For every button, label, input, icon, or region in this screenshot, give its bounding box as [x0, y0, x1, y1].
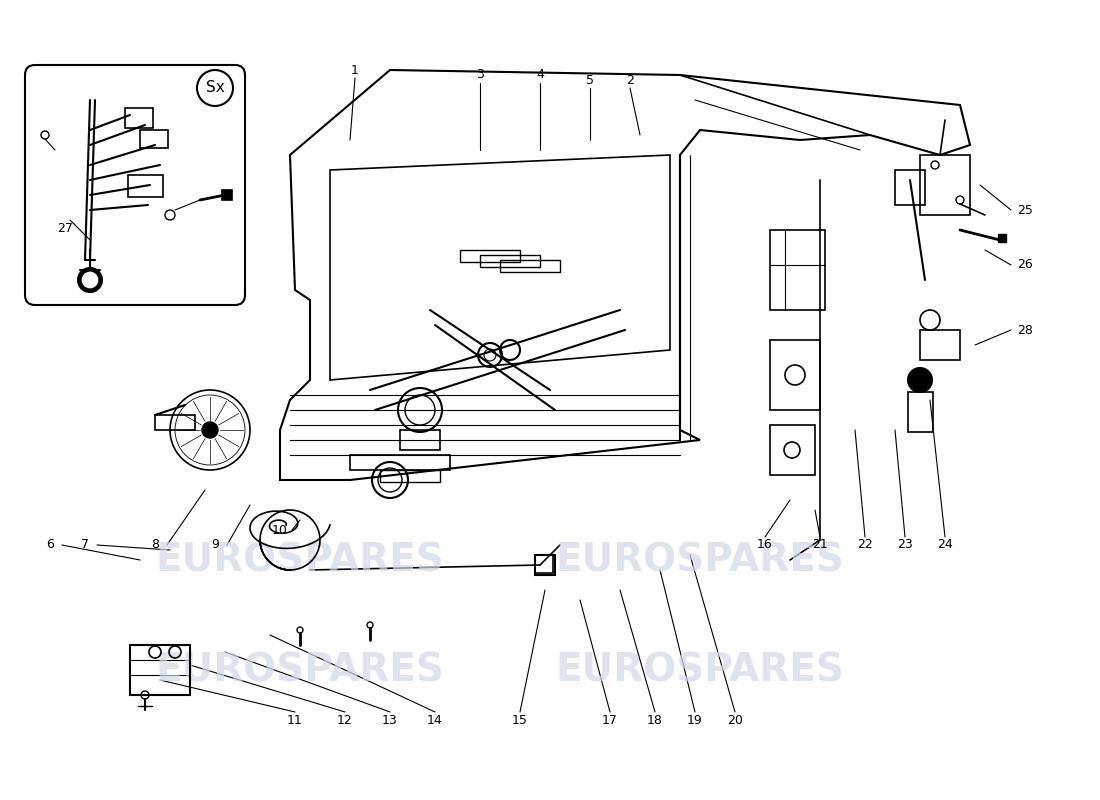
Text: 21: 21 [812, 538, 828, 551]
Bar [535, 555, 556, 575]
Bar [379, 470, 440, 482]
Text: 14: 14 [427, 714, 443, 726]
Bar [140, 130, 168, 148]
Circle shape [82, 272, 98, 288]
Text: 19: 19 [688, 714, 703, 726]
Bar [400, 430, 440, 450]
Text: 26: 26 [1018, 258, 1033, 271]
Bar [908, 392, 933, 432]
Bar [480, 255, 540, 267]
Bar [895, 170, 925, 205]
Text: 25: 25 [1018, 203, 1033, 217]
Bar [155, 415, 195, 430]
Text: 16: 16 [757, 538, 773, 551]
Text: 27: 27 [57, 222, 73, 234]
Text: 2: 2 [626, 74, 634, 86]
Text: Sx: Sx [206, 81, 224, 95]
Text: EUROSPARES: EUROSPARES [556, 651, 845, 689]
Circle shape [78, 268, 102, 292]
Text: 20: 20 [727, 714, 742, 726]
Text: 23: 23 [898, 538, 913, 551]
Bar [770, 230, 825, 310]
Text: 9: 9 [211, 538, 219, 551]
Text: EUROSPARES: EUROSPARES [155, 541, 444, 579]
Text: EUROSPARES: EUROSPARES [155, 651, 444, 689]
Text: 5: 5 [586, 74, 594, 86]
Bar [350, 455, 450, 470]
Bar [920, 155, 970, 215]
Bar [770, 340, 820, 410]
Text: 7: 7 [81, 538, 89, 551]
Bar [460, 250, 520, 262]
Text: 6: 6 [46, 538, 54, 551]
Bar [998, 234, 1006, 242]
Bar [535, 555, 553, 573]
Text: 3: 3 [476, 69, 484, 82]
Text: 8: 8 [151, 538, 160, 551]
Text: 17: 17 [602, 714, 618, 726]
Text: 15: 15 [513, 714, 528, 726]
Text: 12: 12 [337, 714, 353, 726]
Text: 10: 10 [272, 523, 288, 537]
Bar [920, 330, 960, 360]
Text: 13: 13 [382, 714, 398, 726]
Bar [222, 190, 232, 200]
Text: 24: 24 [937, 538, 953, 551]
Circle shape [908, 368, 932, 392]
Text: 1: 1 [351, 63, 359, 77]
Text: EUROSPARES: EUROSPARES [556, 541, 845, 579]
Bar [770, 425, 815, 475]
Bar [500, 260, 560, 272]
Bar [128, 175, 163, 197]
Bar [130, 645, 190, 695]
Circle shape [202, 422, 218, 438]
Text: 22: 22 [857, 538, 873, 551]
Text: 18: 18 [647, 714, 663, 726]
Text: 4: 4 [536, 69, 543, 82]
Text: 28: 28 [1018, 323, 1033, 337]
Bar [125, 108, 153, 128]
Text: 11: 11 [287, 714, 303, 726]
